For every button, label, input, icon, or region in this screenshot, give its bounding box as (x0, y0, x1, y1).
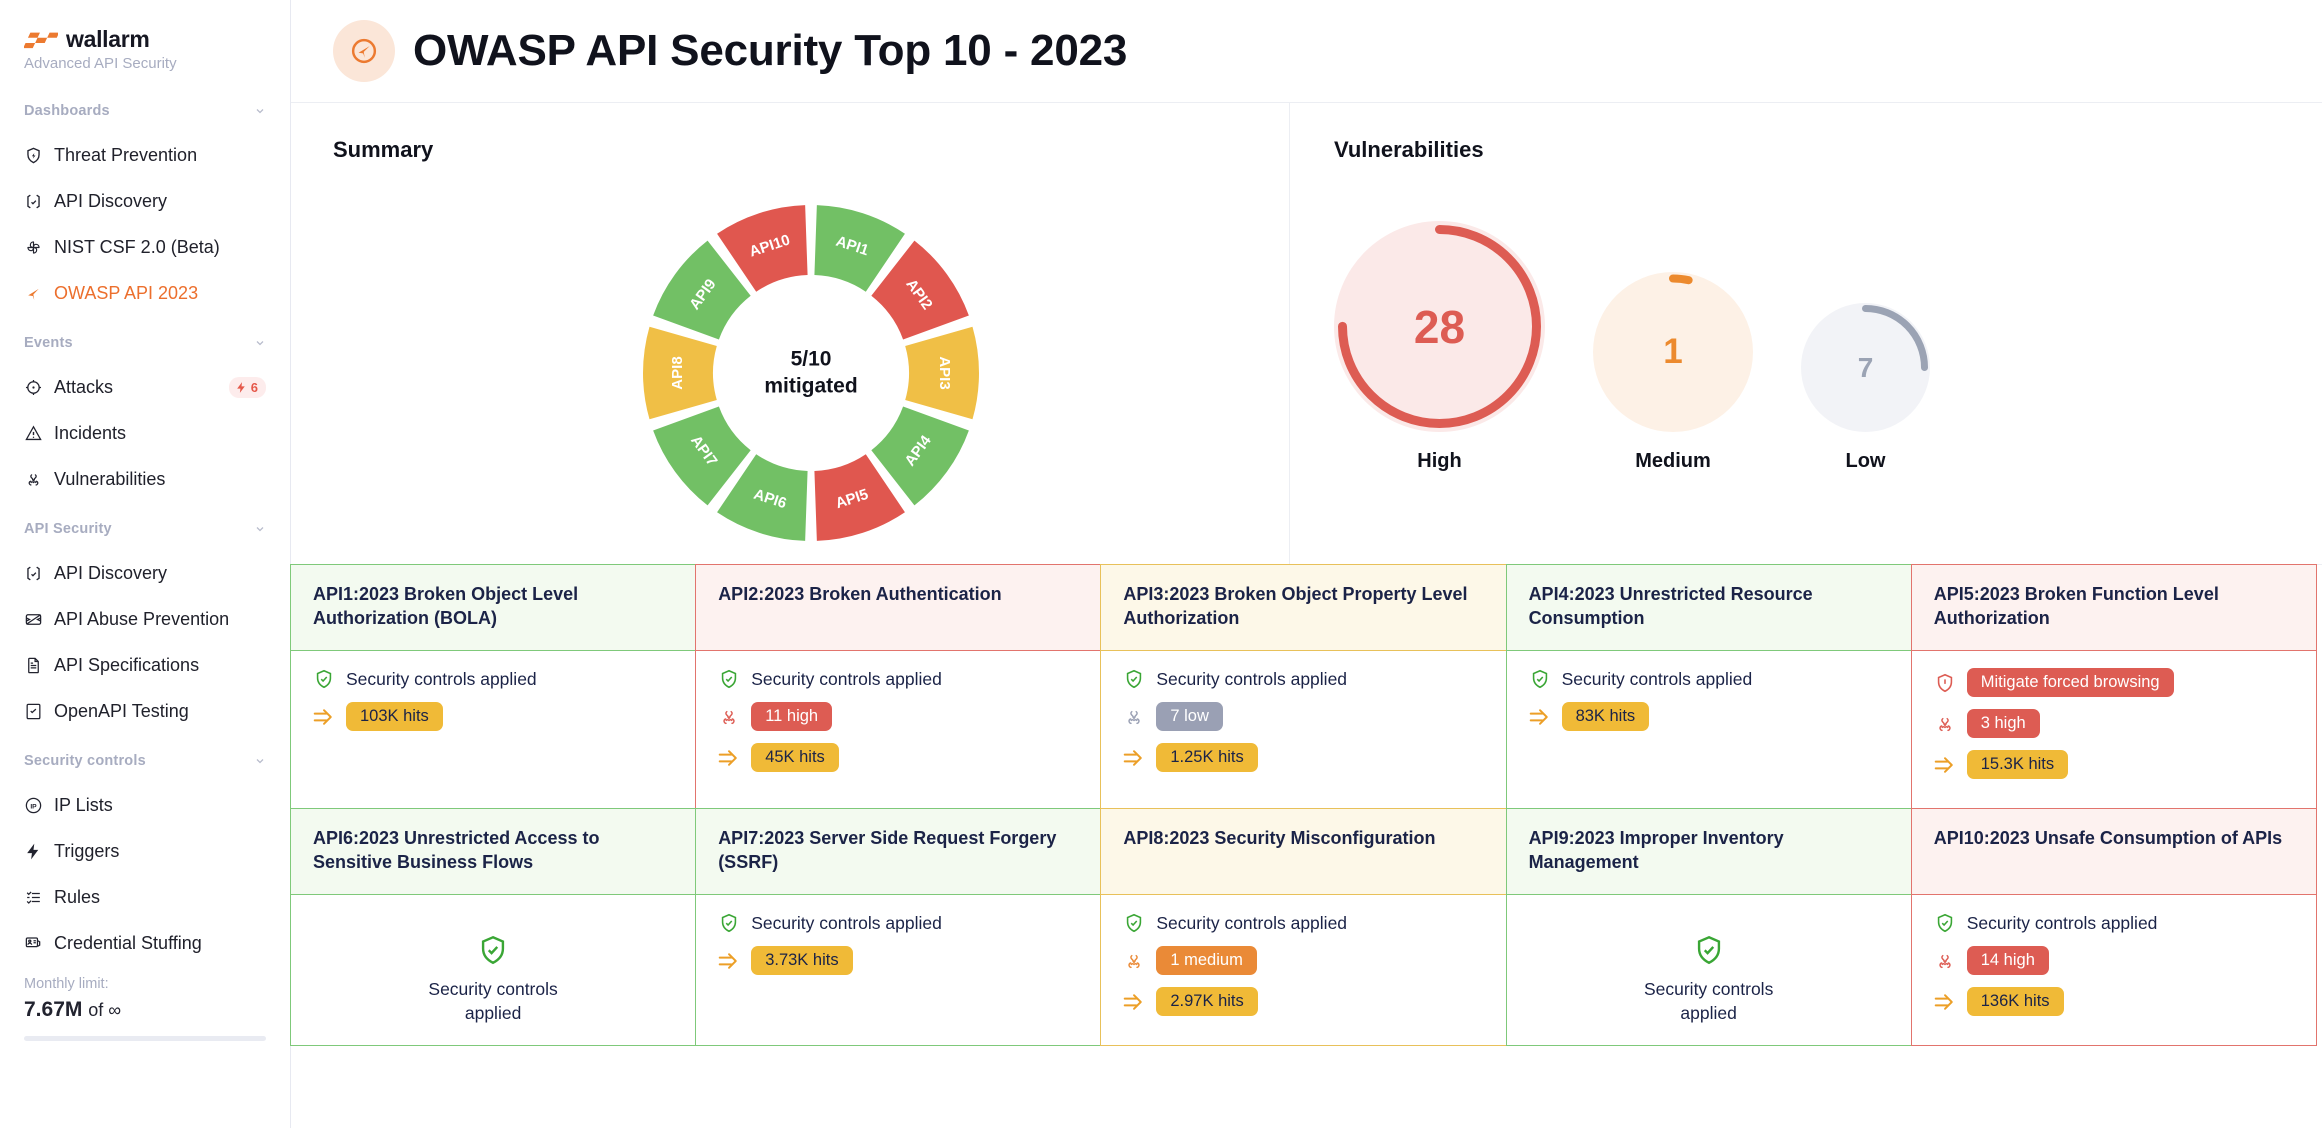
svg-text:API3: API3 (936, 356, 953, 389)
svg-text:API8: API8 (669, 356, 686, 389)
svg-text:IP: IP (30, 803, 37, 810)
